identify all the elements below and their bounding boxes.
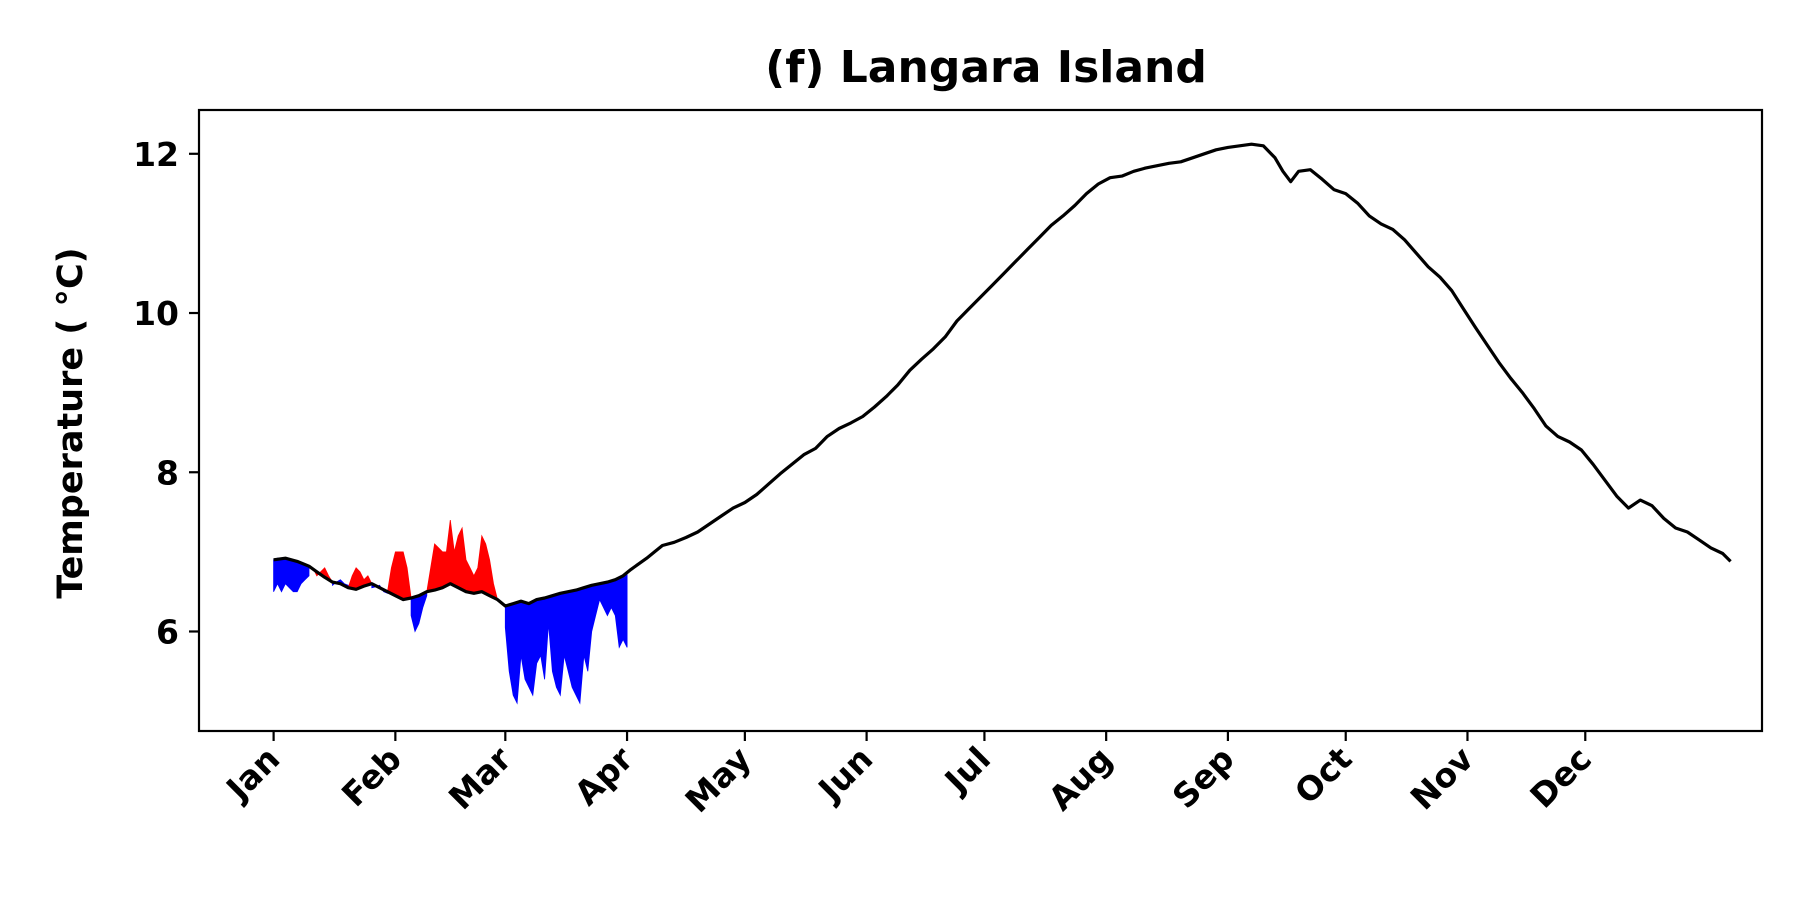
- plot-frame: [197, 108, 1764, 733]
- x-tick-label-5: Jun: [809, 739, 880, 810]
- x-tick-label-0: Jan: [217, 739, 287, 809]
- x-tick-label-9: Oct: [1287, 739, 1360, 812]
- x-tick-label-2: Mar: [441, 739, 520, 818]
- y-tick-label-2: 10: [133, 294, 179, 333]
- y-axis-label: Temperature ( °C): [51, 247, 91, 598]
- x-tick-label-6: Jul: [936, 739, 998, 801]
- y-tick-label-1: 8: [156, 453, 179, 492]
- x-axis: Jan Feb Mar Apr May Jun Jul Aug Sep Oct Nov Dec: [217, 731, 1599, 820]
- x-tick-label-10: Nov: [1403, 739, 1482, 818]
- x-tick-label-7: Aug: [1041, 739, 1120, 818]
- y-axis: 6 8 10 12: [133, 135, 199, 651]
- x-tick-label-8: Sep: [1165, 739, 1242, 816]
- climatology-line-path: [273, 142, 1732, 608]
- plot-area: [197, 108, 1764, 733]
- y-tick-label-3: 12: [133, 135, 179, 174]
- x-tick-label-1: Feb: [334, 739, 409, 814]
- x-tick-label-4: May: [677, 739, 758, 820]
- x-tick-label-3: Apr: [567, 739, 641, 813]
- x-tick-label-11: Dec: [1522, 739, 1599, 816]
- y-tick-label-0: 6: [156, 612, 179, 651]
- climatology-line: [273, 142, 1732, 608]
- anomaly-fills: [273, 519, 628, 705]
- chart-title: (f) Langara Island: [765, 42, 1207, 93]
